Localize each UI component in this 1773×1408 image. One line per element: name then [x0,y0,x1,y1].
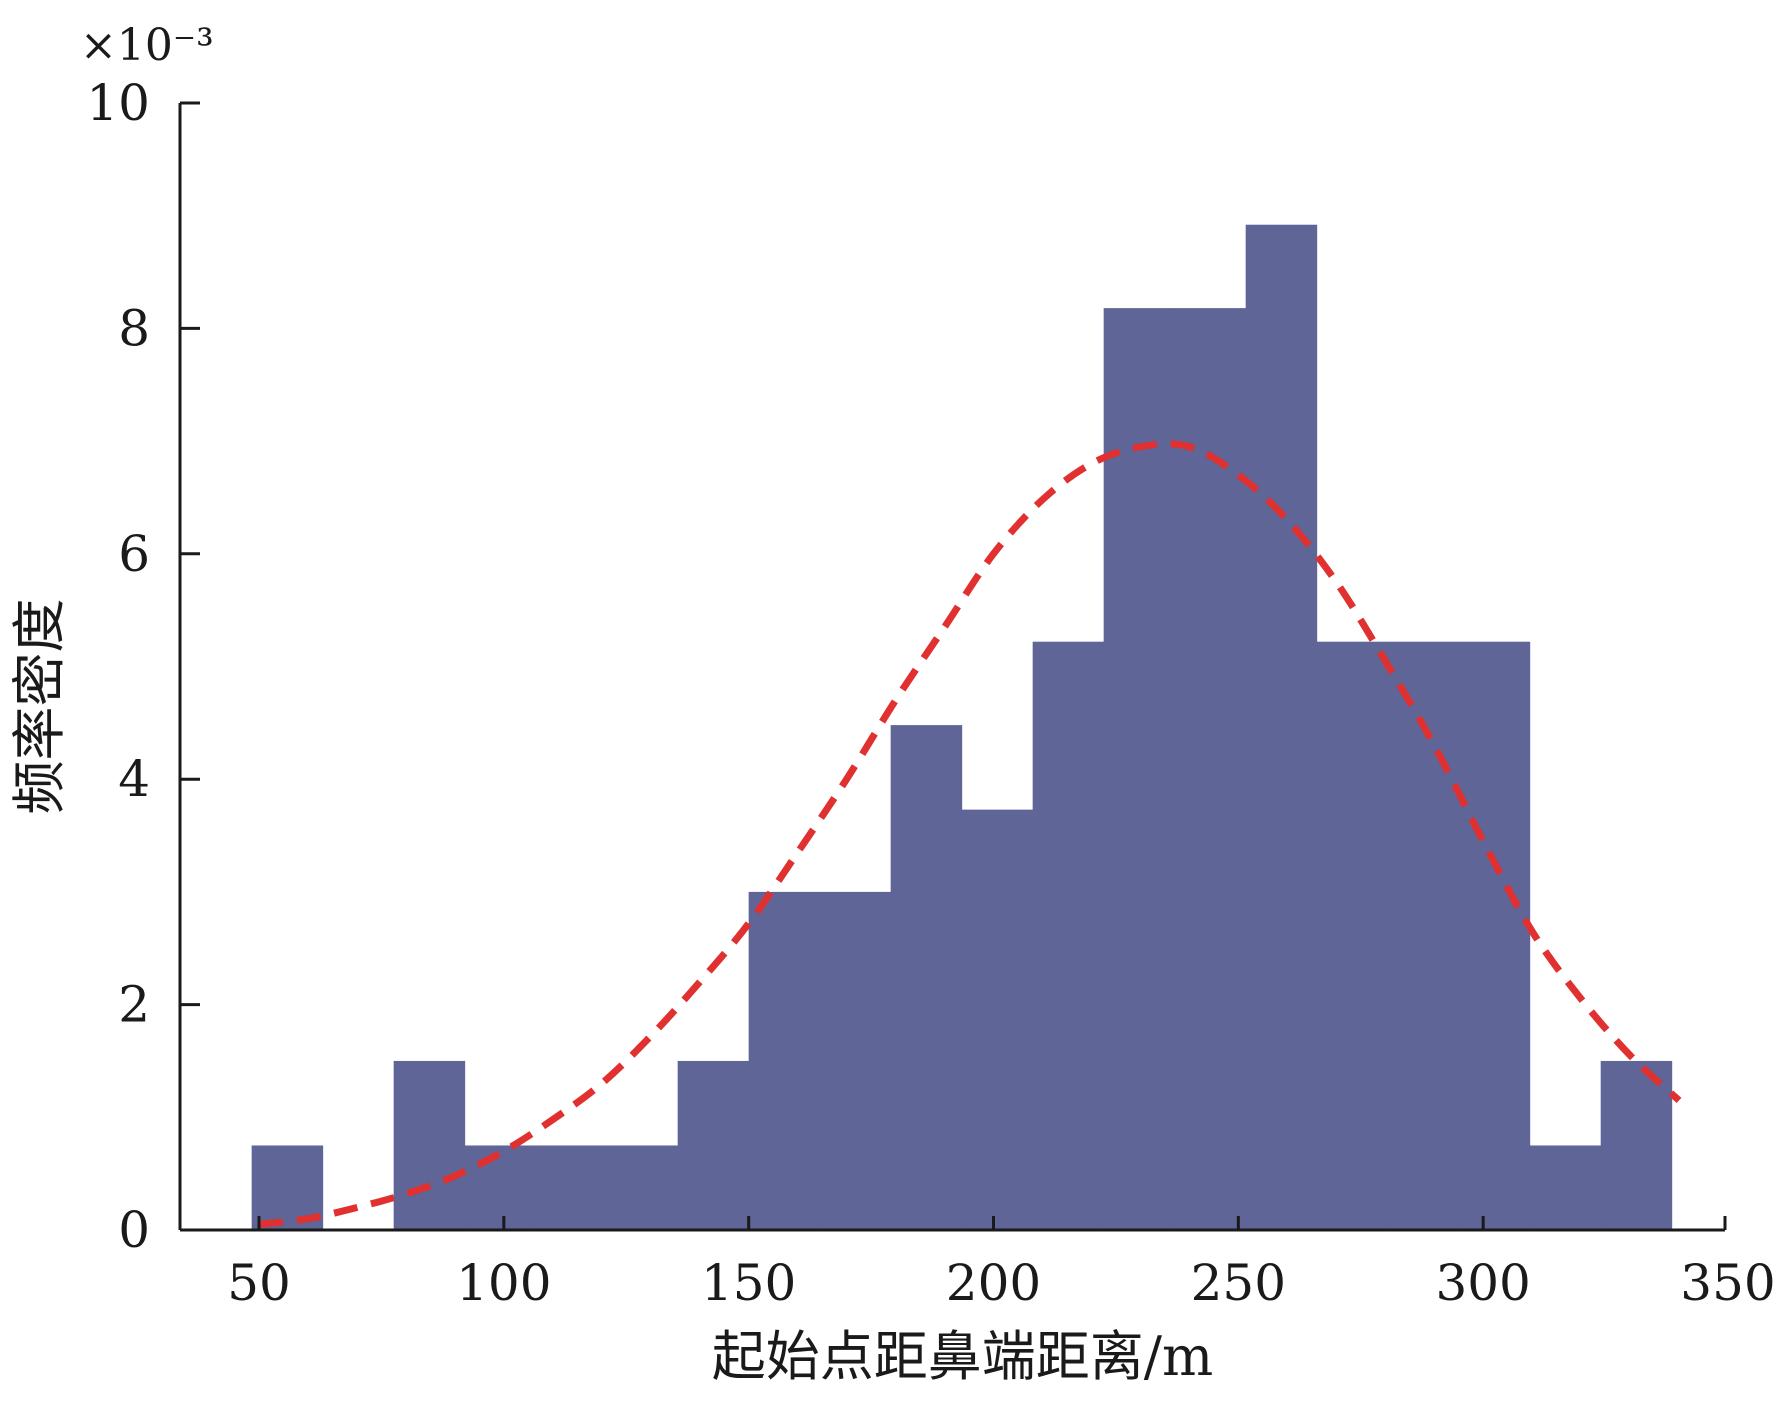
axes: 50 100 150 200 250 300 350 0 2 4 6 8 10 [86,74,1773,1312]
y-tick-label: 4 [118,750,150,808]
histogram-bar [890,725,963,1230]
x-tick-label: 100 [456,1254,551,1312]
histogram-bars [251,224,1673,1230]
histogram-bar [1032,641,1105,1230]
histogram-bar [1529,1145,1602,1230]
histogram-bar [1174,308,1247,1230]
histogram-bar [1458,641,1531,1230]
x-tick-label: 150 [701,1254,796,1312]
histogram-bar [748,891,821,1230]
fit-curve-layer [258,440,1682,1228]
histogram-bar [1103,308,1176,1230]
histogram-bar [1316,641,1389,1230]
y-tick-label: 10 [86,74,150,132]
histogram-bar [393,1060,466,1230]
x-axis-label: 起始点距鼻端距离/m [712,1325,1213,1388]
y-tick-label: 6 [118,525,150,583]
y-tick-label: 8 [118,299,150,357]
histogram-bar [961,809,1034,1230]
histogram-bar [1600,1060,1673,1230]
histogram-bar [819,891,892,1230]
histogram-bar [606,1145,679,1230]
y-tick-label: 2 [118,976,150,1034]
histogram-bar [1387,641,1460,1230]
x-tick-label: 250 [1191,1254,1286,1312]
histogram-bar [1245,224,1318,1230]
y-scale-factor-label: ×10⁻³ [80,20,214,71]
histogram-bar [677,1060,750,1230]
x-tick-label: 350 [1680,1254,1773,1312]
histogram-bar [535,1145,608,1230]
y-axis-label: 频率密度 [8,599,71,815]
histogram-bar [464,1145,537,1230]
fit-curve-line [258,440,1682,1228]
x-tick-label: 300 [1435,1254,1530,1312]
labels: 起始点距鼻端距离/m 频率密度 ×10⁻³ [8,20,1213,1388]
x-tick-label: 200 [946,1254,1041,1312]
y-tick-label: 0 [118,1201,150,1259]
x-tick-label: 50 [227,1254,291,1312]
